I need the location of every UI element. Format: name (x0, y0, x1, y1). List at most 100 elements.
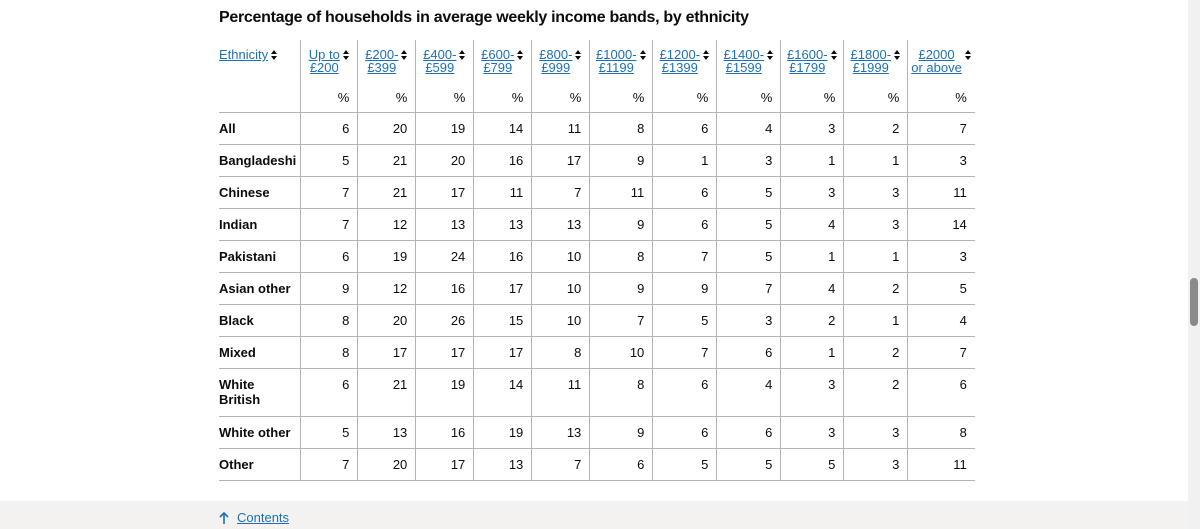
income-band-sort-link[interactable]: £1600- £1799 (787, 48, 827, 74)
table-cell: 17 (415, 176, 474, 209)
table-cell: 26 (415, 304, 474, 337)
table-cell: 17 (531, 144, 590, 177)
sort-icon[interactable] (639, 50, 647, 60)
table-cell: 6 (652, 176, 717, 209)
income-band-column-header[interactable]: £400- £599 (415, 40, 474, 80)
header-line1[interactable]: £1400- (723, 47, 765, 62)
header-line1[interactable]: £200- (365, 47, 399, 62)
table-cell: 5 (716, 448, 781, 481)
header-line2[interactable]: £200 (309, 60, 339, 75)
table-cell: 8 (589, 240, 653, 273)
sort-icon[interactable] (703, 50, 710, 60)
sort-icon[interactable] (767, 50, 774, 60)
sort-icon[interactable] (830, 50, 838, 60)
header-line1[interactable]: Up to (308, 47, 340, 62)
header-line2[interactable]: £1999 (852, 60, 889, 75)
ethnicity-sort-link[interactable]: Ethnicity (219, 47, 269, 62)
table-cell: 20 (357, 304, 416, 337)
unit-cell: % (589, 80, 653, 113)
header-line2[interactable]: £1199 (598, 60, 634, 75)
sort-icon[interactable] (342, 50, 350, 60)
contents-link-label[interactable]: Contents (237, 510, 290, 525)
header-line2[interactable]: £1599 (725, 60, 762, 75)
header-line2[interactable]: or above (911, 60, 962, 75)
table-cell: 3 (843, 448, 908, 481)
income-band-column-header[interactable]: £1400- £1599 (716, 40, 781, 80)
income-band-sort-link[interactable]: £600- £799 (481, 48, 514, 74)
sort-icon[interactable] (964, 50, 972, 60)
contents-link[interactable]: Contents (219, 510, 289, 525)
header-line2[interactable]: £999 (541, 60, 571, 75)
header-line1[interactable]: £400- (423, 47, 457, 62)
unit-cell: % (716, 80, 781, 113)
income-band-column-header[interactable]: £2000 or above (907, 40, 975, 80)
table-cell: 7 (589, 304, 653, 337)
row-label: Indian (219, 208, 301, 241)
header-line1[interactable]: £2000 (918, 47, 955, 62)
table-cell: 7 (907, 336, 975, 369)
table-cell: 19 (357, 240, 416, 273)
income-band-column-header[interactable]: £200- £399 (357, 40, 416, 80)
income-band-sort-link[interactable]: £1200- £1399 (660, 48, 700, 74)
table-cell: 7 (531, 448, 590, 481)
page-title: Percentage of households in average week… (219, 9, 749, 26)
unit-cell: % (780, 80, 844, 113)
income-band-sort-link[interactable]: £1400- £1599 (724, 48, 764, 74)
header-line2[interactable]: £399 (367, 60, 397, 75)
sort-icon[interactable] (401, 50, 408, 60)
footer-band (0, 501, 1188, 529)
table-cell: 16 (415, 416, 474, 449)
income-band-sort-link[interactable]: £200- £399 (365, 48, 398, 74)
scrollbar-thumb[interactable] (1190, 278, 1198, 326)
header-row: Ethnicity Up to £200 £200- £399 £400- £599 £60… (219, 40, 975, 80)
table-cell: 5 (907, 272, 975, 305)
header-line1[interactable]: £800- (539, 47, 573, 62)
header-line2[interactable]: £1399 (661, 60, 698, 75)
sort-icon[interactable] (459, 50, 466, 60)
sort-icon[interactable] (894, 50, 901, 60)
table-cell: 3 (716, 144, 781, 177)
table-cell: 9 (589, 208, 653, 241)
table-cell: 7 (300, 176, 358, 209)
ethnicity-column-header[interactable]: Ethnicity (219, 40, 301, 80)
income-band-sort-link[interactable]: £400- £599 (423, 48, 456, 74)
table-cell: 6 (652, 208, 717, 241)
header-line1[interactable]: £1000- (596, 47, 637, 62)
income-band-column-header[interactable]: £800- £999 (531, 40, 590, 80)
income-band-column-header[interactable]: £1200- £1399 (652, 40, 717, 80)
scrollbar-track[interactable] (1188, 0, 1200, 529)
header-line2[interactable]: £1799 (789, 60, 826, 75)
income-band-column-header[interactable]: Up to £200 (300, 40, 358, 80)
table-cell: 1 (843, 144, 908, 177)
income-band-sort-link[interactable]: £2000 or above (911, 48, 962, 74)
income-band-sort-link[interactable]: £800- £999 (539, 48, 572, 74)
income-band-sort-link[interactable]: Up to £200 (309, 48, 340, 74)
table-cell: 5 (652, 448, 717, 481)
table-cell: 20 (357, 448, 416, 481)
income-band-sort-link[interactable]: £1000- £1199 (596, 48, 636, 74)
sort-icon[interactable] (575, 50, 582, 60)
sort-icon[interactable] (517, 50, 524, 60)
income-band-column-header[interactable]: £600- £799 (473, 40, 532, 80)
header-line1[interactable]: £1600- (787, 47, 828, 62)
sort-icon[interactable] (271, 50, 278, 60)
table-row: White British 6 21 19 14 11 8 6 4 3 2 6 (219, 368, 975, 417)
income-band-column-header[interactable]: £1600- £1799 (780, 40, 844, 80)
table-cell: 13 (473, 208, 532, 241)
income-band-column-header[interactable]: £1000- £1199 (589, 40, 653, 80)
table-cell: 7 (716, 272, 781, 305)
header-line2[interactable]: £799 (483, 60, 513, 75)
table-cell: 1 (780, 144, 844, 177)
table-cell: 5 (716, 208, 781, 241)
header-line1[interactable]: £1800- (850, 47, 892, 62)
row-label: White British (219, 368, 301, 417)
header-line2[interactable]: £599 (425, 60, 455, 75)
income-band-column-header[interactable]: £1800- £1999 (843, 40, 908, 80)
header-line1[interactable]: £1200- (659, 47, 701, 62)
income-band-sort-link[interactable]: £1800- £1999 (851, 48, 891, 74)
table-cell: 11 (531, 112, 590, 145)
unit-cell: % (357, 80, 416, 113)
table-cell: 5 (780, 448, 844, 481)
table-cell: 5 (652, 304, 717, 337)
header-line1[interactable]: £600- (481, 47, 515, 62)
